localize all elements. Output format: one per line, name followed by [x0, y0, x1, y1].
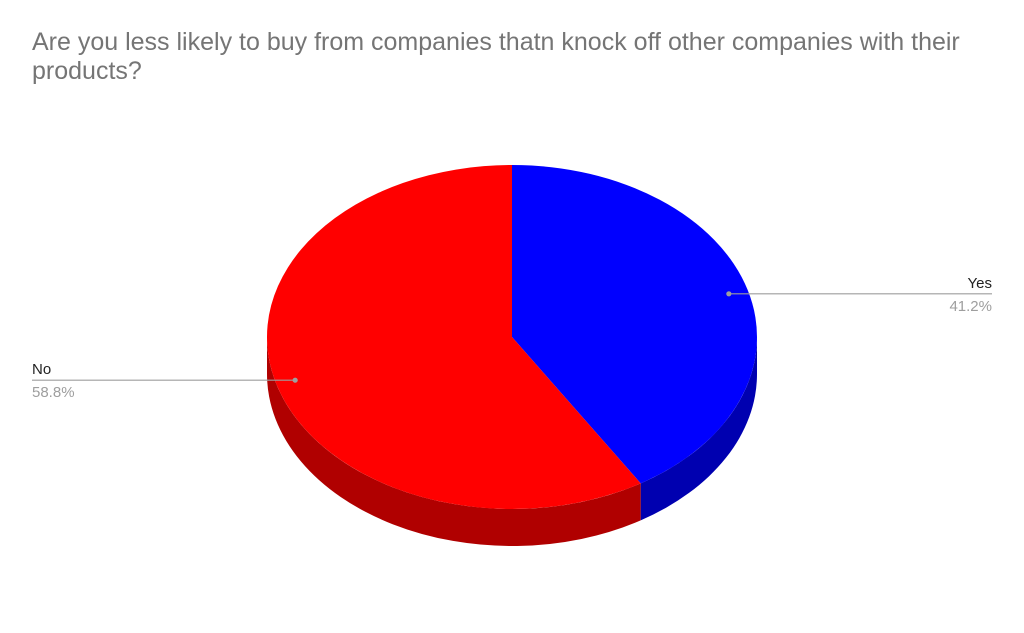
slice-value-yes: 41.2%: [949, 298, 992, 315]
slice-side-yes: [640, 337, 757, 521]
leader-dot-no: [292, 377, 298, 383]
slice-yes: [512, 165, 757, 484]
slice-side-no: [267, 337, 641, 546]
slice-label-yes: Yes: [968, 275, 992, 292]
slice-no: [266, 165, 641, 509]
chart-title: Are you less likely to buy from companie…: [32, 28, 960, 85]
leader-dot-yes: [726, 291, 732, 297]
pie-tops: [266, 165, 757, 509]
slice-value-no: 58.8%: [32, 384, 75, 401]
slice-label-no: No: [32, 361, 51, 378]
pie-sides: [267, 337, 757, 546]
slice-labels: Yes 41.2% No 58.8%: [32, 275, 992, 401]
